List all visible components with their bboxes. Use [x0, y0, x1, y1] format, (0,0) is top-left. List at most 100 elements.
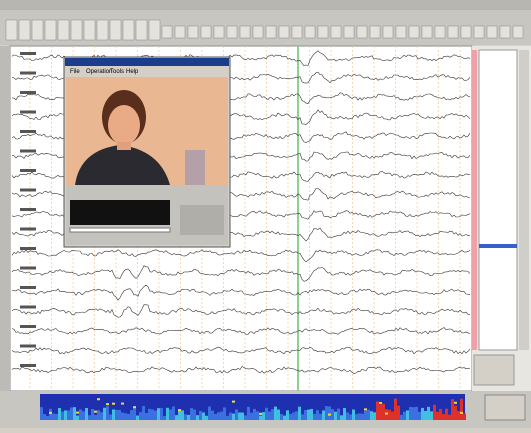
tool-button: [486, 25, 498, 39]
spectrogram-column: [232, 413, 235, 420]
spectrogram-column: [265, 407, 268, 420]
spectrogram-column: [154, 410, 157, 420]
video-chair: [185, 150, 205, 185]
spectrogram-column: [403, 411, 406, 420]
spectrogram-column: [409, 406, 412, 420]
spectrogram-column: [430, 411, 433, 420]
tool-button: [83, 19, 96, 41]
spectrogram-column: [253, 408, 256, 420]
spectrogram-column: [250, 412, 253, 420]
spectrogram-column: [175, 415, 178, 420]
spectrogram-column: [379, 404, 382, 420]
menu-item[interactable]: Help: [126, 69, 139, 75]
spectrogram-column: [418, 411, 421, 420]
spectrogram-column: [163, 415, 166, 420]
eeg-trace: [11, 346, 471, 355]
channel-label: [20, 227, 36, 231]
spectrogram-column: [427, 406, 430, 420]
spectrogram-speck: [133, 406, 136, 409]
menu-item[interactable]: File: [70, 69, 80, 75]
side-marker: [472, 50, 477, 350]
spectrogram-column: [61, 411, 64, 420]
channel-label: [20, 149, 36, 153]
spectrogram-column: [337, 408, 340, 420]
spectrogram-column: [298, 406, 301, 420]
title-strip: [0, 0, 531, 10]
spectrogram-speck: [121, 402, 124, 405]
spectrogram-column: [67, 410, 70, 420]
spectrogram-column: [319, 413, 322, 420]
spectrogram-column: [97, 410, 100, 420]
eeg-trace: [11, 249, 471, 263]
video-slider: [69, 227, 171, 233]
tool-button: [174, 25, 186, 39]
menu-item[interactable]: Operation: [86, 69, 112, 75]
spectrogram-column: [262, 412, 265, 420]
tool-button: [473, 25, 485, 39]
spectrogram-column: [349, 414, 352, 420]
spectrogram-column: [334, 411, 337, 420]
spectrogram-column: [454, 405, 457, 420]
spectrogram-column: [202, 412, 205, 420]
spectrogram-column: [178, 410, 181, 420]
spectrogram-column: [106, 406, 109, 420]
person-neck: [117, 142, 131, 150]
spectrogram-speck: [97, 398, 100, 401]
tool-button: [44, 19, 57, 41]
spectrogram-column: [268, 411, 271, 420]
spectrogram-column: [133, 407, 136, 420]
spectrogram-column: [226, 415, 229, 420]
spectrogram-speck: [364, 408, 367, 411]
spectrogram-column: [457, 410, 460, 420]
spectrogram-column: [64, 410, 67, 420]
spectrogram-column: [157, 408, 160, 420]
spectrogram-column: [451, 399, 454, 420]
eeg-trace: [11, 366, 471, 374]
spectrogram-column: [121, 412, 124, 420]
spectrogram-column: [205, 415, 208, 420]
spectrogram-column: [331, 409, 334, 420]
spectrogram: [40, 394, 526, 421]
spectrogram-column: [445, 408, 448, 420]
spectrogram-speck: [49, 411, 52, 414]
video-counter: [70, 200, 170, 225]
spectrogram-column: [373, 412, 376, 420]
spectrogram-column: [274, 406, 277, 420]
tool-button: [31, 19, 44, 41]
menu-item[interactable]: Tools: [110, 69, 124, 75]
spectrogram-column: [463, 413, 466, 420]
spectrogram-column: [301, 414, 304, 420]
spectrogram-column: [361, 413, 364, 420]
spectrogram-column: [199, 410, 202, 420]
tool-button: [18, 19, 31, 41]
spectrogram-column: [40, 407, 43, 420]
spectrogram-speck: [106, 403, 109, 406]
spectrogram-column: [415, 406, 418, 420]
tool-button: [5, 19, 18, 41]
spectrogram-column: [193, 409, 196, 420]
spectrogram-column: [109, 414, 112, 420]
spectrogram-column: [382, 403, 385, 420]
tool-button: [434, 25, 446, 39]
spectrogram-column: [85, 407, 88, 420]
spectrogram-column: [460, 398, 463, 420]
channel-label: [20, 208, 36, 211]
eeg-trace: [11, 284, 471, 301]
spectrogram-column: [223, 407, 226, 420]
spectrogram-column: [304, 410, 307, 420]
spectrogram-column: [244, 415, 247, 420]
spectrogram-speck: [259, 412, 262, 415]
spectrogram-column: [235, 409, 238, 420]
tool-button: [70, 19, 83, 41]
spectrogram-column: [184, 414, 187, 420]
spectrogram-column: [340, 415, 343, 420]
spectrogram-column: [325, 406, 328, 420]
spectrogram-column: [439, 408, 442, 420]
tool-button: [382, 25, 394, 39]
channel-label: [20, 286, 36, 289]
person-body: [75, 145, 170, 185]
spectrogram-speck: [385, 412, 388, 415]
channel-label: [20, 71, 36, 75]
spectrogram-column: [169, 409, 172, 420]
